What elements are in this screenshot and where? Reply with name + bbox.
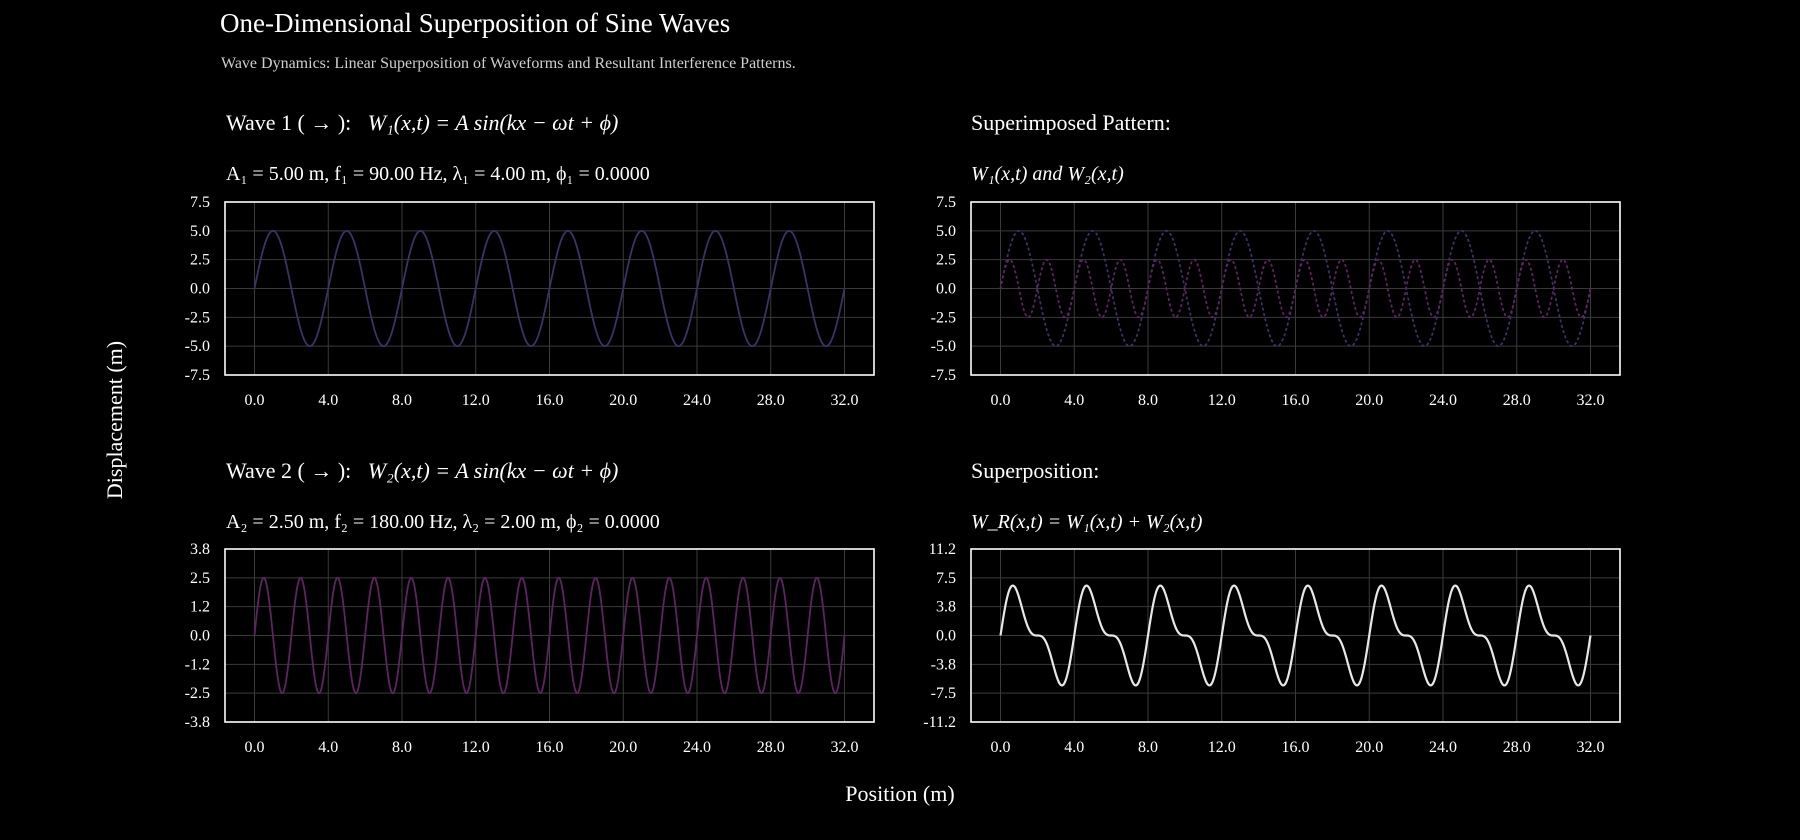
superimposed-xtick-label: 0.0 <box>991 392 1011 409</box>
wave1-title: Wave 1 ( → ): W₁(x,t) = A sin(kx − ωt + … <box>226 110 618 136</box>
superposition-ytick-label: 3.8 <box>936 599 956 616</box>
superposition-ytick-label: -3.8 <box>931 656 956 673</box>
superimposed-xtick-label: 28.0 <box>1503 392 1531 409</box>
superposition-ytick-label: 7.5 <box>936 570 956 587</box>
superimposed-xtick-label: 20.0 <box>1355 392 1383 409</box>
wave2-xtick-label: 0.0 <box>245 739 265 756</box>
global-x-axis-label: Position (m) <box>845 781 955 806</box>
superposition-xtick-label: 8.0 <box>1138 739 1158 756</box>
superimposed-xtick-label: 16.0 <box>1282 392 1310 409</box>
wave1-xtick-label: 32.0 <box>831 392 859 409</box>
superposition-xtick-label: 4.0 <box>1064 739 1084 756</box>
superposition-series-0 <box>999 584 1592 687</box>
superposition-xtick-label: 12.0 <box>1208 739 1236 756</box>
superimposed-xtick-label: 24.0 <box>1429 392 1457 409</box>
wave2-ytick-label: 3.8 <box>190 541 210 558</box>
superimposed-ytick-label: 0.0 <box>936 281 956 298</box>
wave2-series-0 <box>253 577 846 694</box>
superimposed-xtick-label: 4.0 <box>1064 392 1084 409</box>
wave2-xtick-label: 32.0 <box>831 739 859 756</box>
wave2-ytick-label: 1.2 <box>190 599 210 616</box>
wave2-ytick-label: -1.2 <box>185 656 210 673</box>
wave2-ytick-label: 0.0 <box>190 628 210 645</box>
superimposed-ytick-label: -2.5 <box>931 309 956 326</box>
wave1-ytick-label: 7.5 <box>190 194 210 211</box>
wave2-chart: 0.0 4.0 8.0 12.0 16.0 20.0 24.0 28.0 32.0 3.8 2.5 1… <box>185 541 875 756</box>
superimposed-params: W₁(x,t) and W₂(x,t) <box>971 163 1124 185</box>
superposition-params: W_R(x,t) = W₁(x,t) + W₂(x,t) <box>971 511 1203 533</box>
superimposed-ytick-label: 5.0 <box>936 223 956 240</box>
wave2-title: Wave 2 ( → ): W₂(x,t) = A sin(kx − ωt + … <box>226 458 618 484</box>
superposition-xtick-label: 28.0 <box>1503 739 1531 756</box>
superimposed-xtick-label: 32.0 <box>1577 392 1605 409</box>
superimposed-ytick-label: 7.5 <box>936 194 956 211</box>
superimposed-xtick-label: 12.0 <box>1208 392 1236 409</box>
superposition-xtick-label: 32.0 <box>1577 739 1605 756</box>
figure-subtitle: Wave Dynamics: Linear Superposition of W… <box>221 55 796 72</box>
superposition-xtick-label: 24.0 <box>1429 739 1457 756</box>
wave2-xtick-label: 20.0 <box>609 739 637 756</box>
wave2-params: A₂ = 2.50 m, f₂ = 180.00 Hz, λ₂ = 2.00 m… <box>226 511 660 533</box>
superposition-title: Superposition: <box>971 458 1100 483</box>
superposition-xtick-label: 20.0 <box>1355 739 1383 756</box>
wave1-series-0 <box>253 229 846 348</box>
wave1-xtick-label: 0.0 <box>245 392 265 409</box>
superimposed-title: Superimposed Pattern: <box>971 110 1171 135</box>
wave1-ytick-label: -2.5 <box>185 309 210 326</box>
superimposed-ytick-label: -5.0 <box>931 338 956 355</box>
superimposed-xtick-label: 8.0 <box>1138 392 1158 409</box>
wave1-ytick-label: 5.0 <box>190 223 210 240</box>
figure-title: One-Dimensional Superposition of Sine Wa… <box>220 8 731 38</box>
superimposed-ytick-label: 2.5 <box>936 252 956 269</box>
wave2-ytick-label: 2.5 <box>190 570 210 587</box>
superposition-frame <box>970 548 1621 723</box>
wave1-frame <box>224 201 875 376</box>
wave1-xtick-label: 12.0 <box>462 392 490 409</box>
superposition-xtick-label: 0.0 <box>991 739 1011 756</box>
superposition-chart: 0.0 4.0 8.0 12.0 16.0 20.0 24.0 28.0 32.0 11.2 7.5… <box>923 541 1621 756</box>
wave1-ytick-label: 0.0 <box>190 281 210 298</box>
wave2-xtick-label: 4.0 <box>318 739 338 756</box>
wave2-equation: W₂(x,t) = A sin(kx − ωt + ϕ) <box>367 458 619 483</box>
superposition-xtick-label: 16.0 <box>1282 739 1310 756</box>
wave1-xtick-label: 24.0 <box>683 392 711 409</box>
wave2-ytick-label: -3.8 <box>185 714 210 731</box>
wave2-frame <box>224 548 875 723</box>
wave2-title-text: Wave 2 ( → ): <box>226 458 352 483</box>
wave2-ytick-label: -2.5 <box>185 685 210 702</box>
superposition-ytick-label: 11.2 <box>929 541 956 558</box>
wave1-xtick-label: 4.0 <box>318 392 338 409</box>
wave2-xtick-label: 8.0 <box>392 739 412 756</box>
wave1-xtick-label: 20.0 <box>609 392 637 409</box>
wave1-xtick-label: 8.0 <box>392 392 412 409</box>
superposition-ytick-label: -11.2 <box>923 714 956 731</box>
superposition-ytick-label: 0.0 <box>936 628 956 645</box>
wave2-xtick-label: 12.0 <box>462 739 490 756</box>
superposition-ytick-label: -7.5 <box>931 685 956 702</box>
superimposed-frame <box>970 201 1621 376</box>
wave1-params: A₁ = 5.00 m, f₁ = 90.00 Hz, λ₁ = 4.00 m,… <box>226 163 650 185</box>
wave1-ytick-label: -5.0 <box>185 338 210 355</box>
wave1-xtick-label: 16.0 <box>536 392 564 409</box>
wave1-ytick-label: -7.5 <box>185 367 210 384</box>
superimposed-chart: 0.0 4.0 8.0 12.0 16.0 20.0 24.0 28.0 32.0 7.5 5.0 2… <box>931 194 1621 409</box>
superimposed-series-0 <box>999 229 1592 348</box>
wave1-ytick-label: 2.5 <box>190 252 210 269</box>
wave2-xtick-label: 16.0 <box>536 739 564 756</box>
wave1-chart: 0.0 4.0 8.0 12.0 16.0 20.0 24.0 28.0 32.0 7.5 5.0 2… <box>185 194 875 409</box>
wave1-xtick-label: 28.0 <box>757 392 785 409</box>
wave1-title-text: Wave 1 ( → ): <box>226 110 352 135</box>
wave1-equation: W₁(x,t) = A sin(kx − ωt + ϕ) <box>367 110 619 135</box>
wave2-xtick-label: 24.0 <box>683 739 711 756</box>
wave2-xtick-label: 28.0 <box>757 739 785 756</box>
superimposed-ytick-label: -7.5 <box>931 367 956 384</box>
